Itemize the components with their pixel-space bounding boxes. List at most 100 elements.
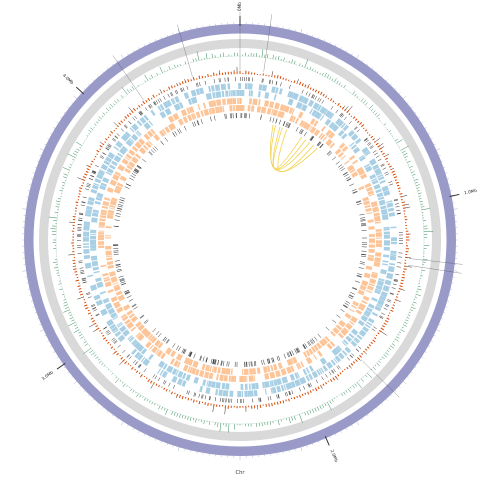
feature-tick [91,172,96,175]
feature-tick [182,349,186,354]
blue-feature [89,284,98,292]
blue-feature [383,234,390,239]
blue-feature [100,182,108,187]
feature-tick [335,109,339,114]
tick [335,433,337,436]
orange-feature [375,232,382,237]
gc-skew-spike [108,106,112,110]
blue-feature [371,177,378,182]
feature-tick [215,359,217,365]
blue-feature [341,133,348,140]
blue-feature [389,255,397,261]
feature-tick [311,94,314,99]
depth-bar [400,279,404,282]
orange-feature [229,105,233,112]
gc-skew-spike [293,60,296,65]
orange-feature [313,120,319,127]
depth-bar [383,156,385,158]
orange-feature [105,237,112,239]
orange-feature [124,167,131,174]
orange-feature [368,193,375,197]
blue-feature [320,367,325,374]
tick [32,172,35,174]
tick [323,39,325,42]
blue-feature [193,376,199,384]
gc-skew-spike [115,376,118,379]
blue-feature [110,312,118,319]
orange-feature [332,327,340,335]
orange-feature [368,238,375,243]
feature-tick [383,307,388,310]
depth-bar [73,268,77,270]
blue-feature [307,99,315,107]
orange-feature [321,337,328,345]
depth-bar [375,334,378,337]
blue-feature [96,173,104,180]
depth-bar [274,75,276,78]
feature-tick [197,120,200,126]
blue-feature [270,387,273,394]
gc-skew-spike [421,269,426,271]
feature-tick [311,94,314,99]
tick [421,122,424,124]
orange-feature [102,272,109,277]
feature-tick [87,296,92,299]
blue-feature [117,323,124,328]
feature-tick [154,146,158,151]
gc-skew-spike [343,84,346,89]
tick [73,381,77,385]
tick [30,178,33,180]
gc-skew-spike [116,98,120,102]
blue-feature [287,98,294,106]
depth-bar [366,132,369,134]
feature-tick [112,338,116,342]
feature-tick [153,101,157,106]
feature-tick [153,101,156,106]
depth-spike [406,266,412,268]
feature-tick [396,213,401,215]
orange-feature [375,237,382,239]
orange-feature [361,280,369,287]
tick [30,300,33,302]
orange-feature [273,363,278,371]
depth-bar [143,375,146,378]
gc-skew-spike [261,49,264,58]
feature-tick [124,291,130,294]
orange-feature [374,257,381,263]
tick [381,75,383,77]
feature-tick [350,291,355,295]
blue-feature [312,102,320,110]
feature-tick [134,169,139,173]
blue-feature [143,122,152,130]
depth-bar [384,157,389,160]
feature-tick [189,352,193,357]
gc-skew-spike [317,71,319,74]
feature-track-outer [77,76,403,403]
blue-feature [295,101,303,110]
gc-skew-spike [324,403,327,407]
feature-tick [171,92,174,96]
gc-skew-spike [299,414,303,424]
orange-feature [100,264,107,268]
gc-skew-spike [106,111,108,114]
orange-feature [367,254,375,258]
gc-skew-baseline [55,55,425,425]
blue-feature [278,88,283,95]
tick [60,116,62,119]
orange-feature [210,107,216,115]
gc-skew-spike [376,362,380,367]
depth-bar [96,149,100,153]
feature-tick [168,382,171,387]
blue-feature [148,120,154,126]
orange-feature [362,196,369,202]
gc-skew-spike [90,127,93,130]
gc-skew-spike [314,407,317,412]
blue-feature [158,360,166,369]
tick [160,36,162,39]
depth-bar [176,393,179,398]
blue-feature [244,83,248,90]
feature-tick [346,178,352,182]
orange-feature [243,368,249,375]
gc-skew-spike [142,396,144,398]
feature-tick [317,333,322,338]
